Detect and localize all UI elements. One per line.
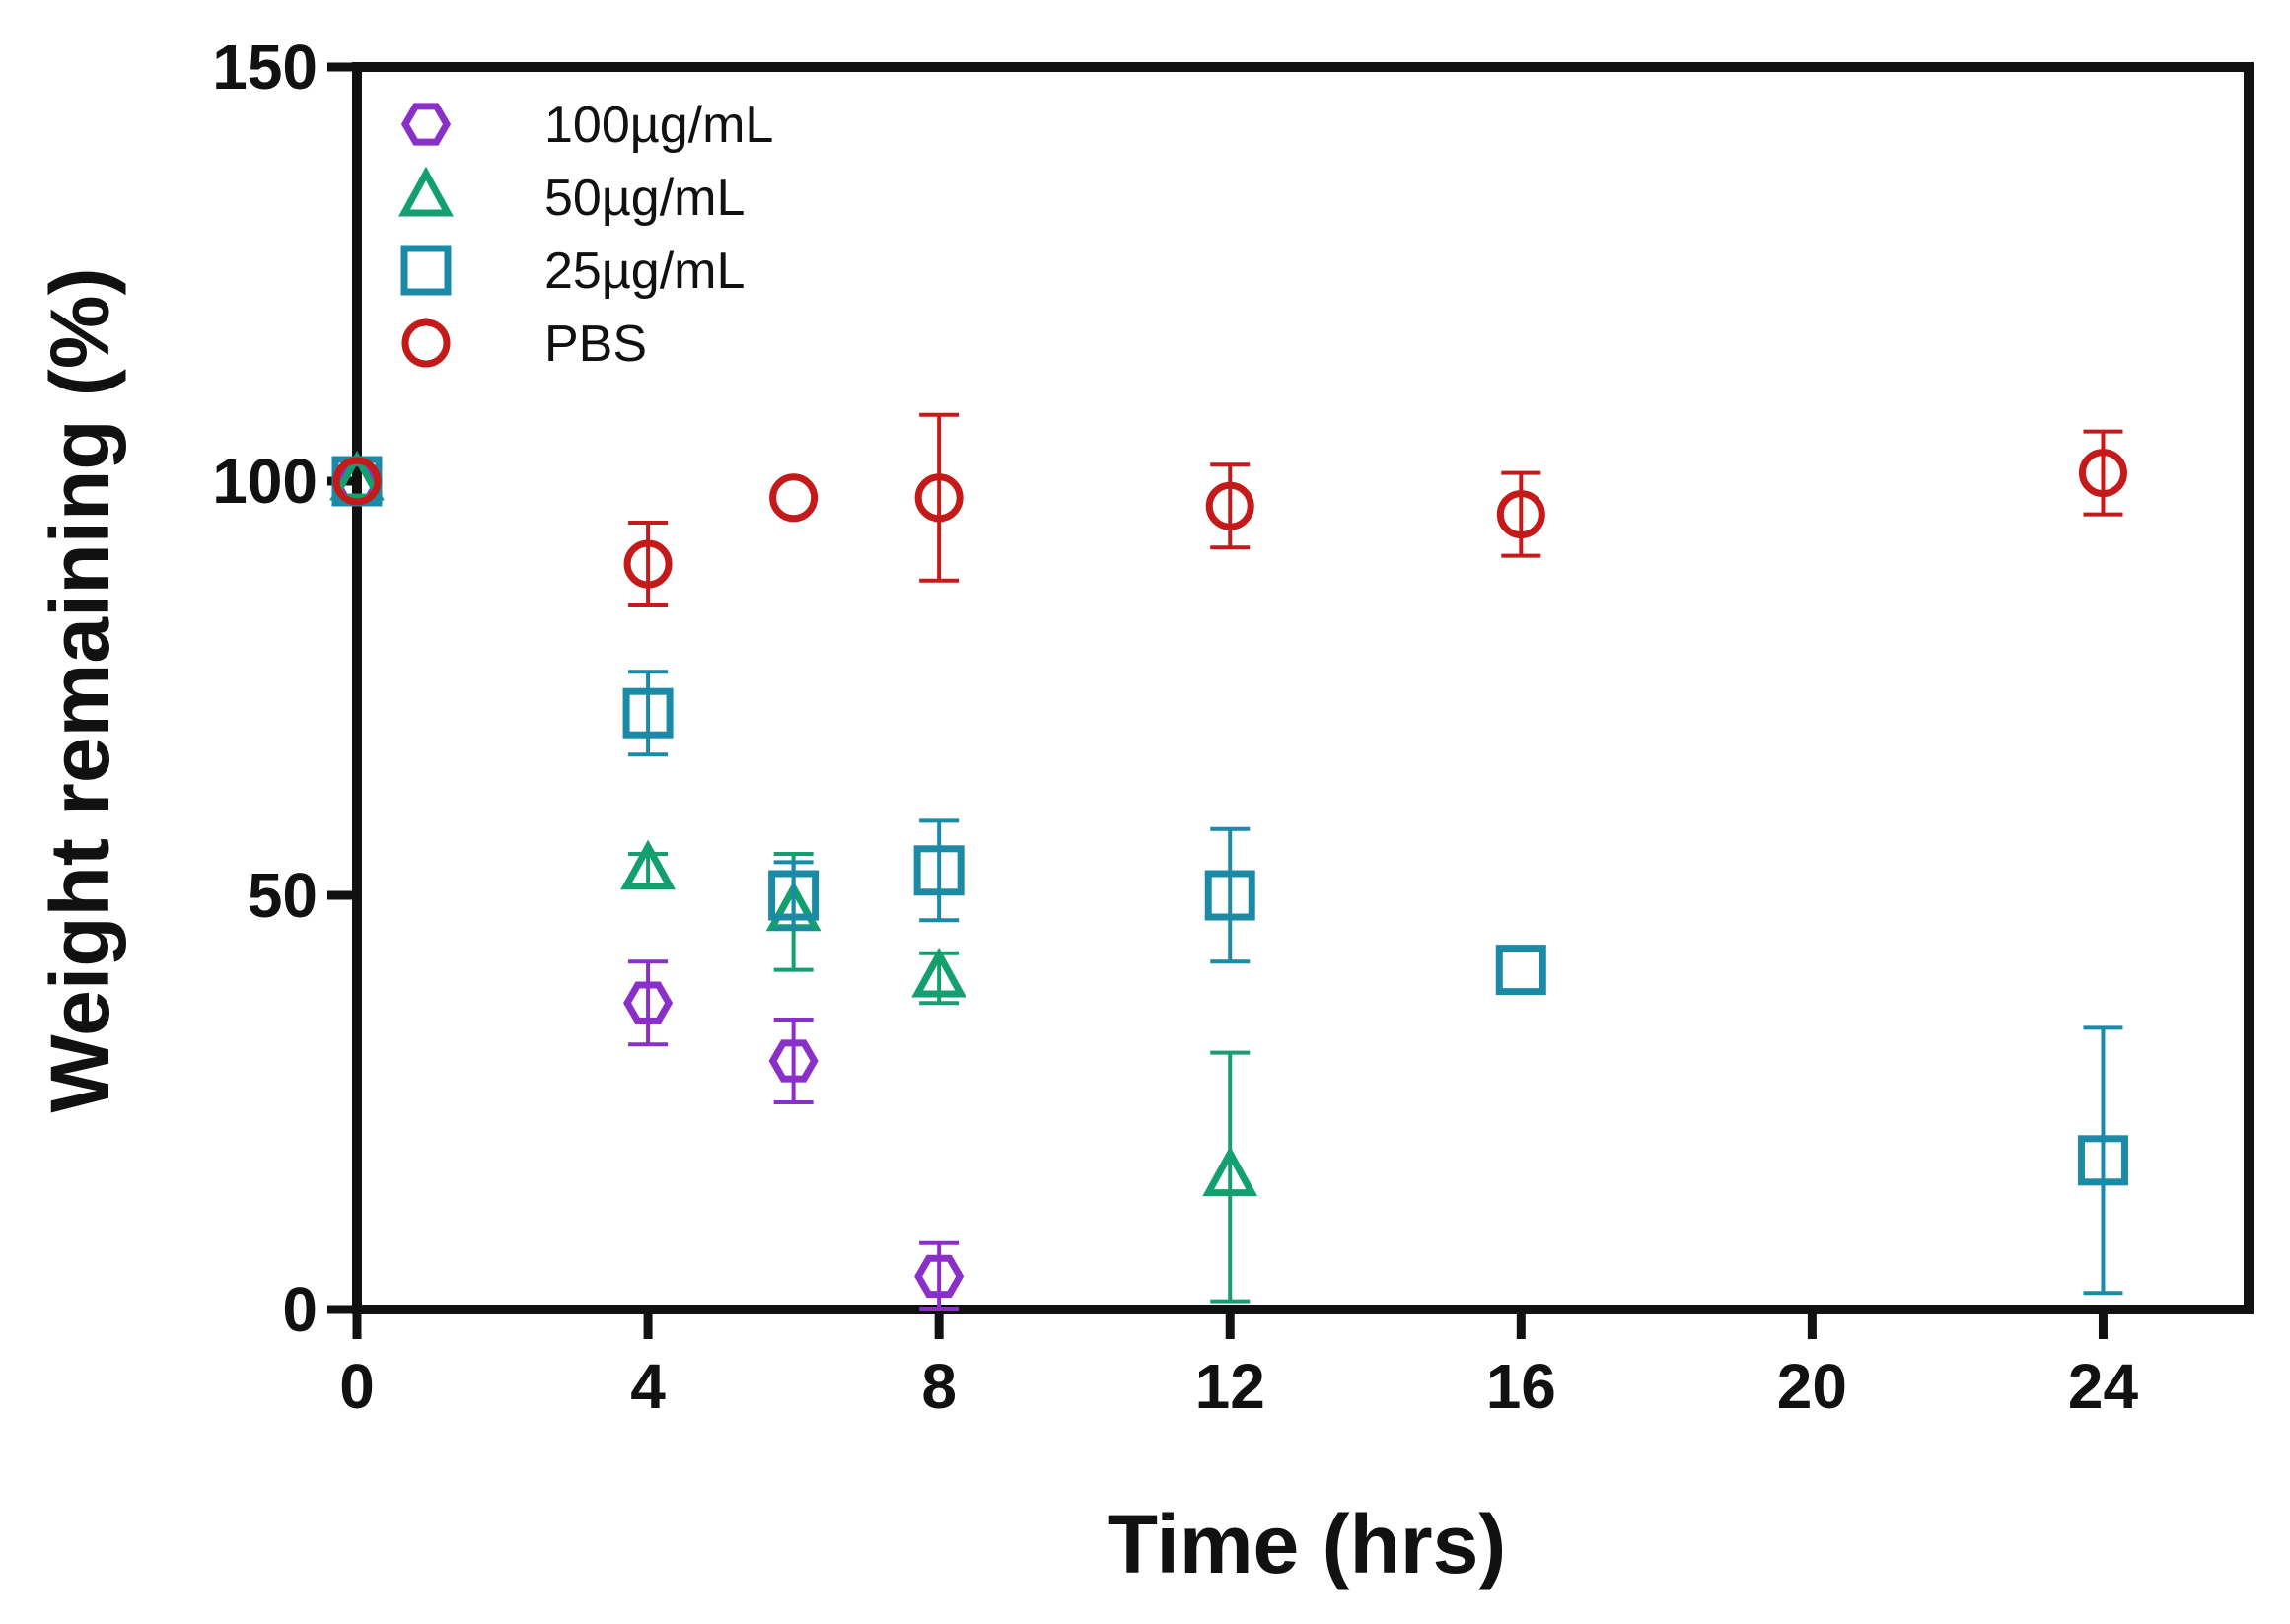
data-point: [623, 539, 673, 589]
x-tick-label: 24: [2068, 1351, 2139, 1422]
series-layer: [329, 412, 2128, 1311]
data-point: [914, 1254, 965, 1299]
data-point: [913, 845, 965, 896]
plot-frame: [352, 62, 2254, 1314]
x-tick-label: 8: [921, 1351, 957, 1422]
x-tick-label: 0: [339, 1351, 375, 1422]
y-tick-label: 100: [212, 446, 318, 517]
y-axis-title: Weight remaining (%): [34, 267, 126, 1112]
data-point: [1204, 870, 1255, 921]
legend-label: PBS: [544, 316, 647, 373]
x-axis-ticks: 0 4 8 12 16 20 24: [339, 1309, 2138, 1422]
legend-marker-hexagon: [400, 103, 452, 146]
data-point: [622, 687, 674, 739]
legend-marker-circle: [401, 318, 451, 368]
data-point: [332, 457, 382, 506]
data-point: [769, 473, 819, 523]
data-point: [1205, 481, 1254, 530]
legend-label: 100µg/mL: [544, 97, 773, 154]
data-point: [768, 1039, 819, 1083]
data-point: [1496, 490, 1545, 539]
x-tick-label: 12: [1195, 1351, 1265, 1422]
legend-marker-triangle: [398, 166, 454, 217]
data-point: [2078, 449, 2127, 498]
legend: 100µg/mL 50µg/mL 25µg/mL PBS: [398, 97, 773, 373]
data-point: [1495, 945, 1546, 996]
data-point: [2077, 1135, 2128, 1186]
data-point: [911, 947, 967, 998]
legend-label: 25µg/mL: [544, 243, 745, 300]
x-axis-title: Time (hrs): [1108, 1498, 1507, 1590]
y-tick-label: 50: [248, 860, 318, 931]
data-point: [329, 450, 385, 501]
data-point: [623, 981, 674, 1024]
x-tick-label: 4: [630, 1351, 666, 1422]
y-axis-ticks: 0 50 100 150: [212, 32, 357, 1345]
x-tick-label: 16: [1486, 1351, 1556, 1422]
x-tick-label: 20: [1777, 1351, 1847, 1422]
y-tick-label: 0: [282, 1274, 318, 1345]
series-square: [331, 456, 2128, 1296]
data-point: [768, 870, 820, 921]
data-point: [1202, 1146, 1258, 1197]
y-tick-label: 150: [212, 32, 318, 103]
data-point: [914, 473, 964, 523]
legend-marker-square: [400, 245, 452, 296]
series-circle: [332, 412, 2127, 607]
data-point: [620, 839, 676, 890]
legend-label: 50µg/mL: [544, 170, 745, 227]
